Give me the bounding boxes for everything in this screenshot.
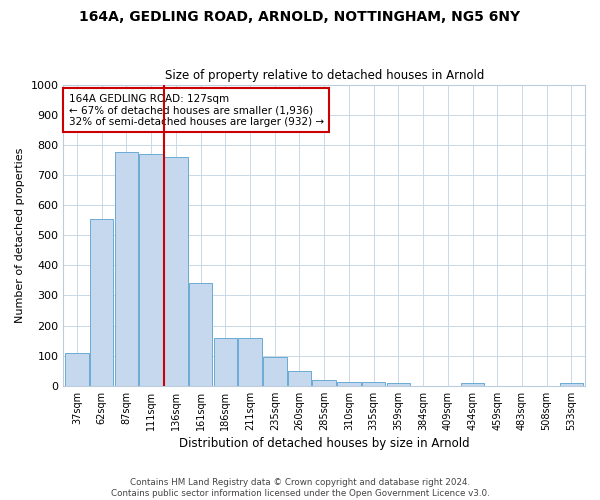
Bar <box>214 338 237 386</box>
Bar <box>461 384 484 386</box>
Bar <box>337 382 361 386</box>
Bar <box>90 218 113 386</box>
Bar <box>189 284 212 386</box>
Bar <box>362 382 385 386</box>
Bar <box>238 338 262 386</box>
Title: Size of property relative to detached houses in Arnold: Size of property relative to detached ho… <box>164 69 484 82</box>
Text: 164A GEDLING ROAD: 127sqm
← 67% of detached houses are smaller (1,936)
32% of se: 164A GEDLING ROAD: 127sqm ← 67% of detac… <box>68 94 324 127</box>
Bar <box>263 357 287 386</box>
Text: 164A, GEDLING ROAD, ARNOLD, NOTTINGHAM, NG5 6NY: 164A, GEDLING ROAD, ARNOLD, NOTTINGHAM, … <box>79 10 521 24</box>
Bar <box>139 154 163 386</box>
Text: Contains HM Land Registry data © Crown copyright and database right 2024.
Contai: Contains HM Land Registry data © Crown c… <box>110 478 490 498</box>
Bar <box>65 352 89 386</box>
Bar <box>288 371 311 386</box>
Bar <box>115 152 138 386</box>
Bar <box>313 380 336 386</box>
Y-axis label: Number of detached properties: Number of detached properties <box>15 148 25 323</box>
X-axis label: Distribution of detached houses by size in Arnold: Distribution of detached houses by size … <box>179 437 470 450</box>
Bar <box>164 157 188 386</box>
Bar <box>386 383 410 386</box>
Bar <box>560 383 583 386</box>
